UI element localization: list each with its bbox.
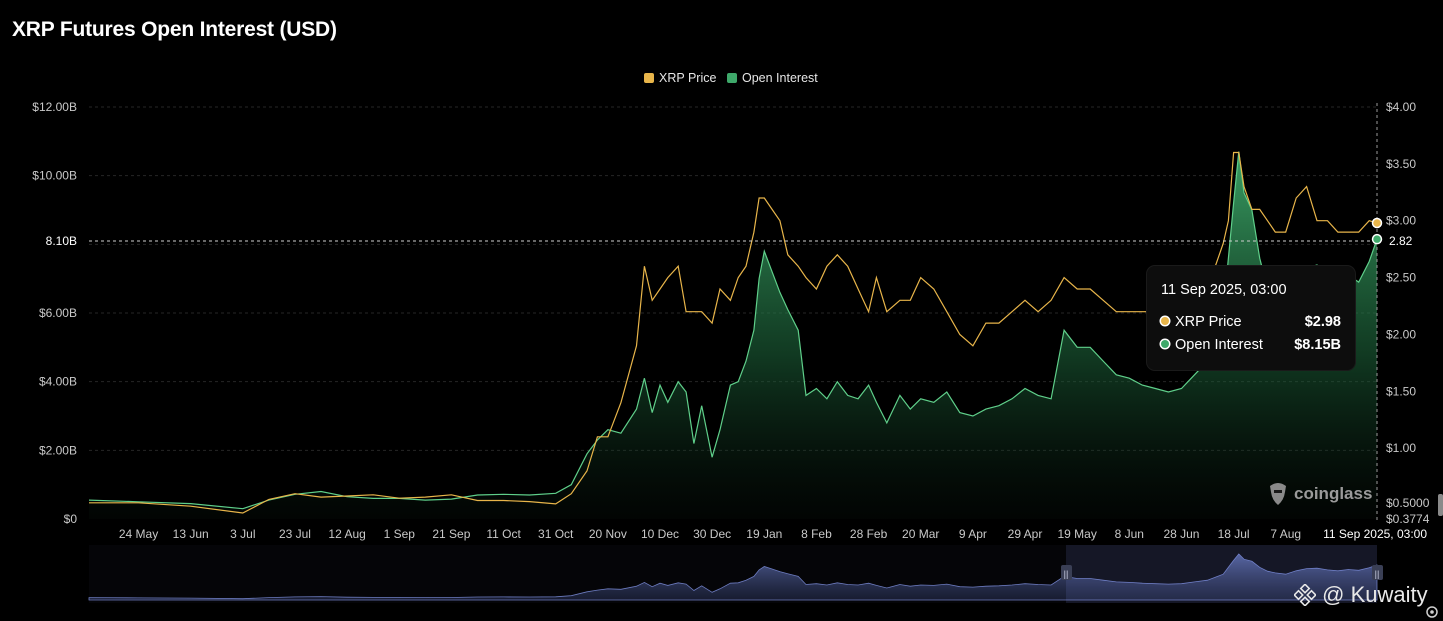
crosshair-left-label-bg	[36, 232, 86, 250]
tooltip-label: Open Interest	[1175, 337, 1263, 353]
xrp-price-dot-icon	[1161, 317, 1169, 325]
y-left-tick-label: $12.00B	[32, 100, 77, 114]
legend-label-xrp-price[interactable]: XRP Price	[659, 71, 716, 85]
x-tick-label: 12 Aug	[328, 527, 365, 541]
open-interest-line	[88, 151, 1378, 510]
y-left-tick-label: $2.00B	[39, 443, 77, 457]
y-right-tick-label: $1.00	[1386, 441, 1416, 455]
navigator[interactable]: || ||	[88, 545, 1383, 603]
navigator-selection[interactable]	[1066, 545, 1377, 603]
x-tick-label: 30 Dec	[693, 527, 731, 541]
x-tick-label: 11 Oct	[486, 527, 521, 541]
x-tick-label: 3 Jul	[230, 527, 255, 541]
navigator-area	[88, 553, 1378, 601]
pause-icon: ||	[1375, 569, 1380, 579]
legend-label-open-interest[interactable]: Open Interest	[742, 71, 818, 85]
navigator-handle-right[interactable]	[1372, 565, 1383, 580]
scrollbar[interactable]	[1438, 494, 1443, 516]
settings-gear-icon[interactable]	[1424, 604, 1440, 620]
credit-text: @ Kuwaity	[1322, 582, 1428, 607]
x-tick-label: 11 Sep 2025, 03:00	[1323, 527, 1427, 541]
y-right-tick-label: $1.50	[1386, 384, 1416, 398]
tooltip-row-open-interest: Open Interest $8.15B	[1161, 337, 1341, 353]
tooltip: 11 Sep 2025, 03:00 XRP Price $2.98 Open …	[1147, 266, 1355, 370]
x-tick-label: 8 Feb	[801, 527, 832, 541]
y-left-tick-label: $4.00B	[39, 375, 77, 389]
open-interest-marker	[1371, 233, 1383, 245]
legend-swatch-xrp-price[interactable]	[644, 73, 654, 83]
tooltip-label: XRP Price	[1175, 314, 1242, 330]
coinglass-logo-icon	[1270, 483, 1286, 505]
pause-icon: ||	[1064, 569, 1069, 579]
x-axis: 24 May 13 Jun 3 Jul 23 Jul 12 Aug 1 Sep 21 Sep…	[119, 527, 1427, 541]
x-tick-label: 9 Apr	[959, 527, 987, 541]
y-right-tick-label: $0.5000	[1386, 496, 1430, 510]
xrp-price-marker	[1371, 217, 1383, 229]
x-tick-label: 20 Mar	[902, 527, 939, 541]
x-tick-label: 19 May	[1057, 527, 1096, 541]
y-axis-right: $0.3774 $0.5000 $1.00 $1.50 $2.00 $2.50 $3.00 $…	[1386, 100, 1430, 526]
crosshair-left-label: 8.10B	[46, 234, 77, 248]
tooltip-row-xrp-price: XRP Price $2.98	[1161, 314, 1341, 330]
x-tick-label: 28 Feb	[850, 527, 888, 541]
tooltip-header: 11 Sep 2025, 03:00	[1161, 282, 1287, 298]
x-tick-label: 31 Oct	[538, 527, 574, 541]
x-tick-label: 19 Jan	[746, 527, 782, 541]
crosshair-right-label-bg	[1384, 232, 1424, 250]
watermark-text: coinglass	[1294, 484, 1373, 503]
x-tick-label: 8 Jun	[1115, 527, 1144, 541]
tooltip-value: $8.15B	[1294, 337, 1341, 353]
y-left-tick-label: $0	[64, 512, 78, 526]
y-left-tick-label: $6.00B	[39, 306, 77, 320]
tooltip-value: $2.98	[1304, 314, 1341, 330]
y-right-tick-label: $3.50	[1386, 157, 1416, 171]
x-tick-label: 10 Dec	[641, 527, 679, 541]
y-right-tick-label: $3.00	[1386, 214, 1416, 228]
x-tick-label: 18 Jul	[1218, 527, 1250, 541]
x-tick-label: 29 Apr	[1008, 527, 1043, 541]
x-tick-label: 1 Sep	[384, 527, 416, 541]
x-tick-label: 28 Jun	[1163, 527, 1199, 541]
crosshair-right-label: 2.82	[1389, 234, 1413, 248]
y-right-tick-label: $2.50	[1386, 271, 1416, 285]
legend: XRP Price Open Interest	[644, 71, 818, 85]
open-interest-dot-icon	[1161, 340, 1169, 348]
x-tick-label: 13 Jun	[173, 527, 209, 541]
y-right-tick-label: $2.00	[1386, 327, 1416, 341]
open-interest-area	[89, 151, 1377, 519]
credit-label: @ Kuwaity	[1294, 582, 1428, 608]
binance-icon	[1294, 584, 1316, 606]
x-tick-label: 21 Sep	[432, 527, 470, 541]
y-right-tick-label: $0.3774	[1386, 512, 1430, 526]
coinglass-watermark: coinglass	[1266, 480, 1376, 508]
legend-swatch-open-interest[interactable]	[727, 73, 737, 83]
chart-title: XRP Futures Open Interest (USD)	[12, 18, 337, 41]
x-tick-label: 23 Jul	[279, 527, 311, 541]
x-tick-label: 24 May	[119, 527, 158, 541]
xrp-price-line	[89, 151, 1378, 514]
y-axis-left: $0$2.00B$4.00B$6.00B$8.00B$10.00B$12.00B	[32, 100, 77, 526]
y-right-tick-label: $4.00	[1386, 100, 1416, 114]
navigator-handle-left[interactable]	[1061, 565, 1072, 580]
y-left-tick-label: $10.00B	[32, 169, 77, 183]
x-tick-label: 20 Nov	[589, 527, 627, 541]
x-tick-label: 7 Aug	[1270, 527, 1301, 541]
